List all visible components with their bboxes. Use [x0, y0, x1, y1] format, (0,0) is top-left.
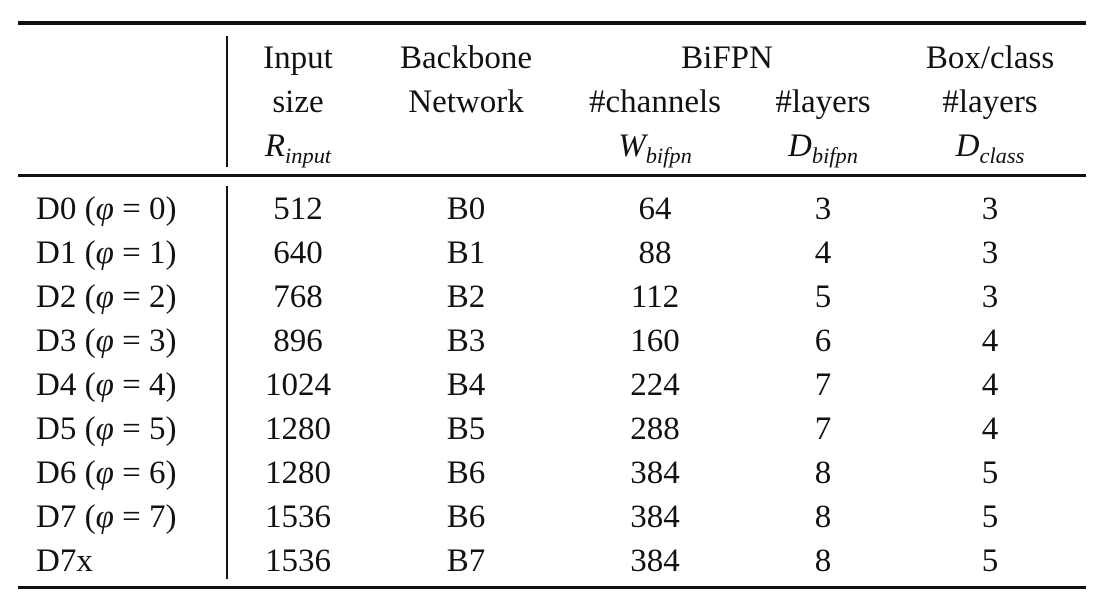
- header-bifpn-layers: #layers: [775, 84, 871, 120]
- model-name: D5 (φ = 5): [36, 411, 177, 447]
- body-divider: [226, 186, 228, 579]
- input-size: 1024: [265, 367, 331, 403]
- bifpn-layers: 8: [814, 543, 832, 579]
- bifpn-layers: 4: [814, 235, 832, 271]
- bifpn-channels: 384: [630, 543, 680, 579]
- class-layers: 5: [981, 499, 999, 535]
- bifpn-channels: 384: [630, 455, 680, 491]
- model-name: D2 (φ = 2): [36, 279, 177, 315]
- model-name: D1 (φ = 1): [36, 235, 177, 271]
- bifpn-layers: 7: [814, 411, 832, 447]
- bifpn-channels: 112: [630, 279, 680, 315]
- backbone: B6: [446, 499, 486, 535]
- bifpn-layers: 5: [814, 279, 832, 315]
- input-size: 896: [273, 323, 323, 359]
- input-size: 640: [273, 235, 323, 271]
- backbone: B4: [446, 367, 486, 403]
- header-boxclass-line2: #layers: [942, 84, 1038, 120]
- input-size: 1536: [265, 543, 331, 579]
- bifpn-layers: 8: [814, 499, 832, 535]
- class-layers: 3: [981, 191, 999, 227]
- header-input-symbol: Rinput: [264, 128, 332, 169]
- header-bifpn-layers-symbol: Dbifpn: [788, 128, 858, 169]
- bifpn-layers: 6: [814, 323, 832, 359]
- bifpn-channels: 288: [630, 411, 680, 447]
- model-name: D7x: [36, 543, 93, 579]
- class-layers: 3: [981, 235, 999, 271]
- header-input-line2: size: [272, 84, 324, 120]
- class-layers: 3: [981, 279, 999, 315]
- model-name: D3 (φ = 3): [36, 323, 177, 359]
- model-name: D0 (φ = 0): [36, 191, 177, 227]
- input-size: 1536: [265, 499, 331, 535]
- model-name: D4 (φ = 4): [36, 367, 177, 403]
- header-bifpn-group: BiFPN: [681, 40, 773, 76]
- backbone: B7: [446, 543, 486, 579]
- header-bifpn-channels: #channels: [589, 84, 721, 120]
- input-size: 768: [273, 279, 323, 315]
- header-backbone-line2: Network: [408, 84, 524, 120]
- header-input-line1: Input: [263, 40, 333, 76]
- header-bifpn-channels-symbol: Wbifpn: [618, 128, 692, 169]
- class-layers: 4: [981, 411, 999, 447]
- backbone: B2: [446, 279, 486, 315]
- model-name: D7 (φ = 7): [36, 499, 177, 535]
- backbone: B0: [446, 191, 486, 227]
- bifpn-channels: 88: [638, 235, 672, 271]
- bifpn-channels: 64: [638, 191, 672, 227]
- backbone: B3: [446, 323, 486, 359]
- header-boxclass-symbol: Dclass: [955, 128, 1025, 169]
- class-layers: 4: [981, 323, 999, 359]
- bifpn-channels: 160: [630, 323, 680, 359]
- input-size: 1280: [265, 411, 331, 447]
- header-backbone-line1: Backbone: [400, 40, 532, 76]
- class-layers: 5: [981, 543, 999, 579]
- bifpn-layers: 8: [814, 455, 832, 491]
- bifpn-channels: 224: [630, 367, 680, 403]
- bifpn-layers: 7: [814, 367, 832, 403]
- header-divider: [226, 36, 228, 167]
- backbone: B1: [446, 235, 486, 271]
- header-boxclass-line1: Box/class: [925, 40, 1055, 76]
- bifpn-channels: 384: [630, 499, 680, 535]
- bottom-rule: [18, 586, 1086, 589]
- backbone: B5: [446, 411, 486, 447]
- input-size: 512: [273, 191, 323, 227]
- top-rule: [18, 21, 1086, 25]
- class-layers: 5: [981, 455, 999, 491]
- backbone: B6: [446, 455, 486, 491]
- model-name: D6 (φ = 6): [36, 455, 177, 491]
- header-rule: [18, 174, 1086, 177]
- input-size: 1280: [265, 455, 331, 491]
- bifpn-layers: 3: [814, 191, 832, 227]
- class-layers: 4: [981, 367, 999, 403]
